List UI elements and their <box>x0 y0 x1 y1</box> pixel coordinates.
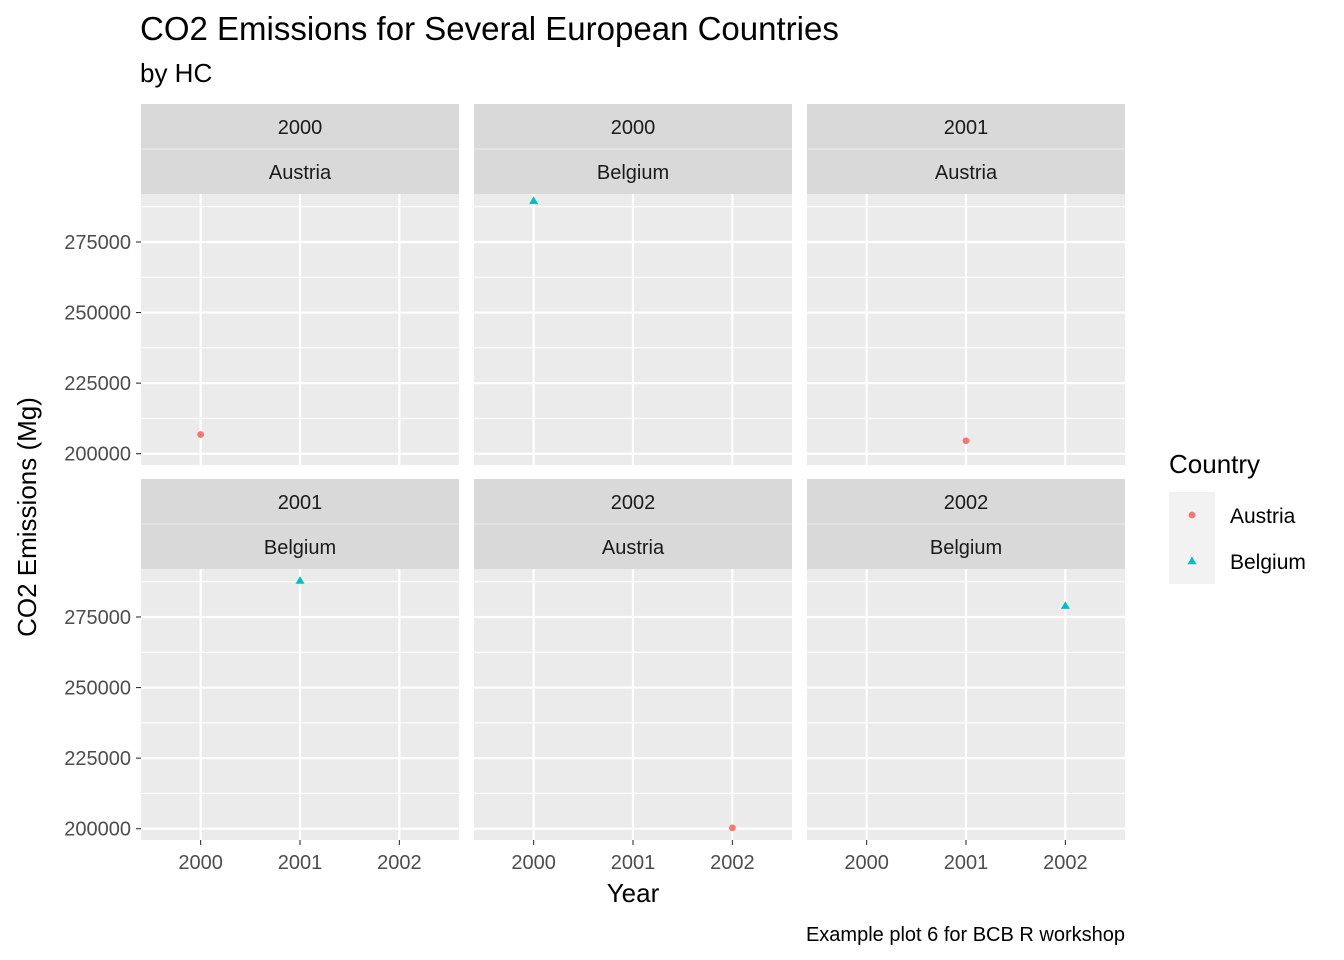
data-point-austria <box>728 824 736 832</box>
facet-panel: 2000 Austria <box>141 104 459 465</box>
facet-panel: 2001 Austria <box>807 104 1125 465</box>
data-point-austria <box>197 431 205 438</box>
y-axis-title: CO2 Emissions (Mg) <box>12 397 42 637</box>
legend-symbol-belgium <box>1187 556 1197 565</box>
facet-strip-label-country: Belgium <box>930 537 1002 559</box>
facet-strip-label-year: 2001 <box>944 117 989 139</box>
x-tick-label: 2002 <box>710 852 755 874</box>
y-tick-label: 275000 <box>64 232 131 254</box>
x-tick-label: 2000 <box>844 852 889 874</box>
x-tick-label: 2001 <box>278 852 323 874</box>
y-tick-label: 250000 <box>64 303 131 325</box>
legend-title: Country <box>1169 449 1260 479</box>
x-tick-label: 2002 <box>377 852 422 874</box>
y-tick-label: 275000 <box>64 607 131 629</box>
x-tick-label: 2000 <box>511 852 556 874</box>
data-point-austria <box>962 437 970 445</box>
facet-strip-label-year: 2000 <box>611 117 656 139</box>
facet-panel: 2002 Austria <box>474 479 792 840</box>
y-tick-label: 200000 <box>64 444 131 466</box>
facet-strip-label-year: 2002 <box>944 492 989 514</box>
x-tick-label: 2002 <box>1043 852 1088 874</box>
data-point-belgium <box>295 576 305 584</box>
legend-label: Belgium <box>1230 551 1306 574</box>
x-tick-label: 2001 <box>611 852 656 874</box>
y-tick-label: 225000 <box>64 748 131 770</box>
facet-panel: 2001 Belgium <box>141 479 459 840</box>
facet-strip-label-country: Belgium <box>597 162 669 184</box>
y-tick-label: 200000 <box>64 819 131 841</box>
y-tick-label: 250000 <box>64 678 131 700</box>
y-axes: 200000 225000 250000 275000 200000 225000 2500… <box>64 232 141 841</box>
data-point-belgium <box>1060 601 1070 609</box>
x-tick-label: 2000 <box>178 852 223 874</box>
facet-strip-label-country: Belgium <box>264 537 336 559</box>
x-tick-label: 2001 <box>944 852 989 874</box>
legend: Country Austria Belgium <box>1169 449 1306 584</box>
facet-strip-label-year: 2001 <box>278 492 323 514</box>
facet-strip-label-country: Austria <box>935 162 998 184</box>
facet-panels: 2000 Austria 2000 Belgium 2001 Austria 2001 Bel… <box>141 104 1125 840</box>
facet-strip-label-country: Austria <box>602 537 665 559</box>
facet-strip-label-country: Austria <box>269 162 332 184</box>
facet-strip-label-year: 2002 <box>611 492 656 514</box>
y-tick-label: 225000 <box>64 373 131 395</box>
chart-caption: Example plot 6 for BCB R workshop <box>806 924 1125 946</box>
x-axis-title: Year <box>607 878 660 908</box>
facet-panel: 2002 Belgium <box>807 479 1125 840</box>
chart-subtitle: by HC <box>140 58 212 88</box>
legend-label: Austria <box>1230 505 1296 528</box>
facet-strip-label-year: 2000 <box>278 117 323 139</box>
legend-symbol-austria <box>1188 511 1196 519</box>
facet-panel: 2000 Belgium <box>474 104 792 465</box>
x-axes: 2000 2001 2002 2000 2001 2002 2000 2001 2002 <box>178 840 1088 874</box>
data-point-belgium <box>529 196 539 204</box>
chart-title: CO2 Emissions for Several European Count… <box>140 10 839 47</box>
